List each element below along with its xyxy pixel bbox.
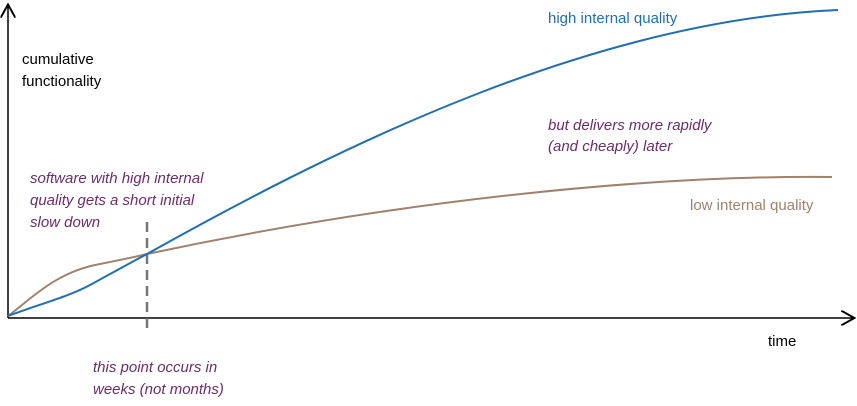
annotation: slow down xyxy=(30,214,100,231)
annotation: weeks (not months) xyxy=(93,381,224,398)
low-quality-curve xyxy=(7,175,833,317)
high-quality-curve xyxy=(7,9,839,317)
annotation: quality gets a short initial xyxy=(30,192,195,209)
x-axis-label: time xyxy=(768,333,796,350)
y-axis-label: cumulative xyxy=(22,51,94,68)
y-axis-label: functionality xyxy=(22,73,102,90)
curve-label: low internal quality xyxy=(690,197,814,214)
annotation: software with high internal xyxy=(30,170,204,187)
annotation: (and cheaply) later xyxy=(548,138,673,155)
annotation: but delivers more rapidly xyxy=(548,117,713,134)
curve-label: high internal quality xyxy=(548,10,678,27)
annotation: this point occurs in xyxy=(93,359,217,376)
